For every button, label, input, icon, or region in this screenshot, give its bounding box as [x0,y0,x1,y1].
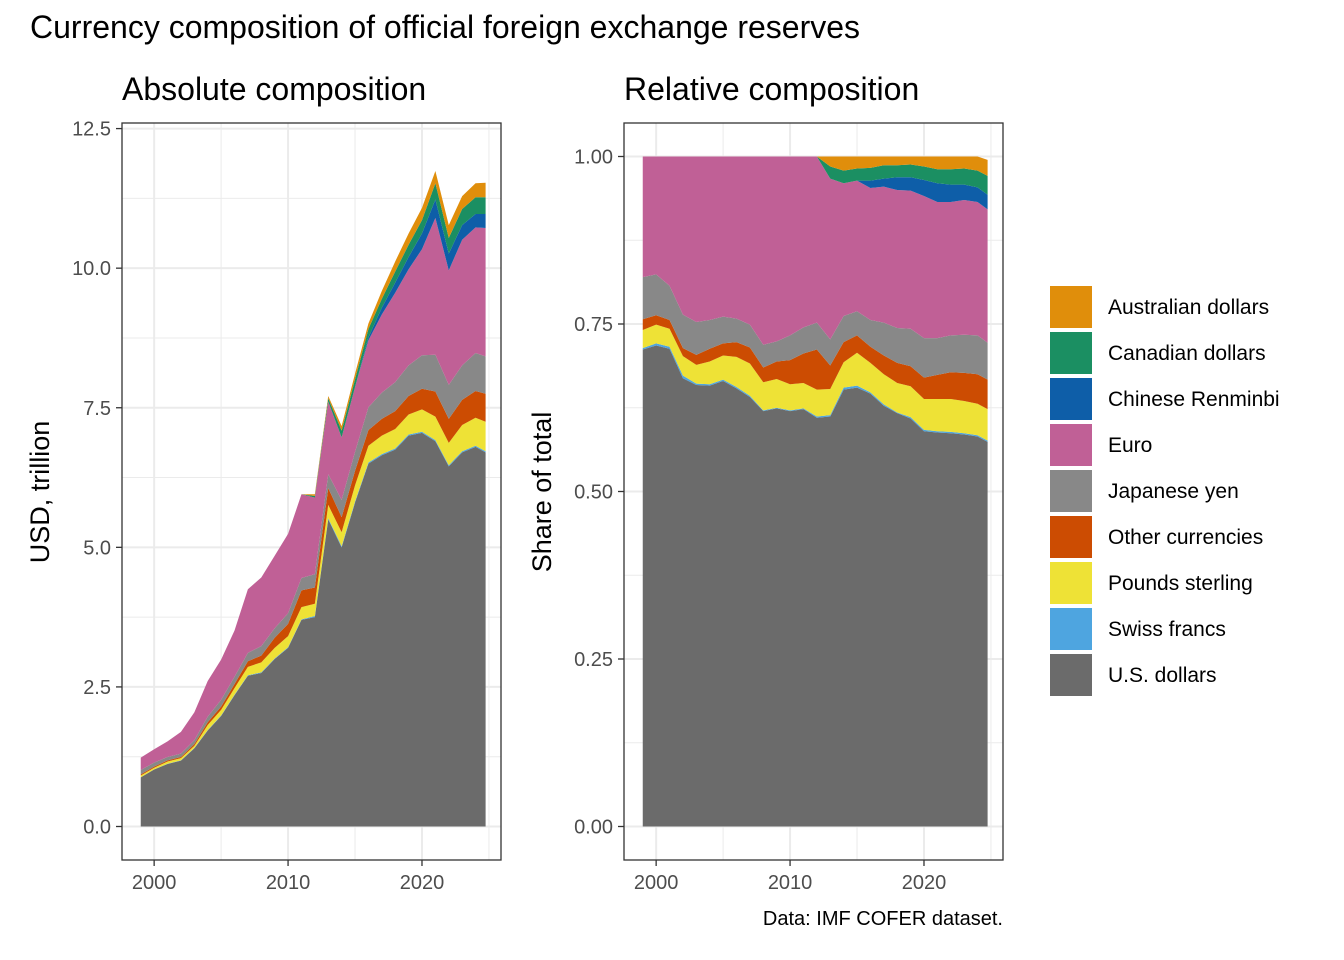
x-tick-label: 2000 [634,872,679,894]
chart-caption: Data: IMF COFER dataset. [763,908,1003,930]
y-tick-label: 2.5 [83,677,111,699]
legend-swatch [1050,562,1092,604]
panel-title-absolute: Absolute composition [122,71,426,107]
legend-item-euro: Euro [1050,424,1152,466]
y-tick-label: 5.0 [83,537,111,559]
y-tick-label: 0.00 [574,817,613,839]
legend-item-australian-dollars: Australian dollars [1050,286,1269,328]
legend-swatch [1050,286,1092,328]
legend-label: Other currencies [1108,526,1263,549]
plot-panel-absolute: 0.0 2.5 5.0 7.5 10.0 12.5 2000 2010 2020 [72,119,501,894]
y-tick-label: 0.50 [574,482,613,504]
legend-swatch [1050,654,1092,696]
legend-label: Australian dollars [1108,296,1269,319]
legend-label: Chinese Renminbi [1108,388,1280,411]
legend-swatch [1050,424,1092,466]
panel-title-relative: Relative composition [624,71,919,107]
legend-label: Euro [1108,434,1152,457]
legend-swatch [1050,332,1092,374]
legend-item-pounds-sterling: Pounds sterling [1050,562,1253,604]
legend-item-chinese-renminbi: Chinese Renminbi [1050,378,1280,420]
x-tick-label: 2010 [266,872,311,894]
plot-panel-relative: 0.00 0.25 0.50 0.75 1.00 2000 2010 2020 [574,123,1003,894]
x-tick-label: 2020 [902,872,947,894]
legend-swatch [1050,470,1092,512]
y-tick-label: 7.5 [83,398,111,420]
x-tick-label: 2000 [132,872,177,894]
legend-label: Japanese yen [1108,480,1239,503]
y-tick-label: 10.0 [72,258,111,280]
legend-label: Swiss francs [1108,618,1226,641]
legend-label: Pounds sterling [1108,572,1253,595]
x-tick-label: 2010 [768,872,813,894]
legend-item-japanese-yen: Japanese yen [1050,470,1239,512]
legend-label: U.S. dollars [1108,664,1217,687]
legend-swatch [1050,378,1092,420]
y-tick-label: 12.5 [72,119,111,141]
y-tick-label: 0.0 [83,817,111,839]
legend: Australian dollars Canadian dollars Chines… [1050,286,1280,696]
chart-main-title: Currency composition of official foreign… [30,9,860,45]
legend-item-u-s-dollars: U.S. dollars [1050,654,1217,696]
y-tick-label: 1.00 [574,147,613,169]
y-axis-title-relative: Share of total [527,412,557,573]
legend-item-other-currencies: Other currencies [1050,516,1263,558]
x-tick-label: 2020 [400,872,445,894]
legend-item-swiss-francs: Swiss francs [1050,608,1226,650]
y-tick-label: 0.25 [574,649,613,671]
legend-label: Canadian dollars [1108,342,1266,365]
legend-swatch [1050,608,1092,650]
y-tick-label: 0.75 [574,314,613,336]
y-axis-title-absolute: USD, trillion [25,421,55,564]
legend-item-canadian-dollars: Canadian dollars [1050,332,1266,374]
legend-swatch [1050,516,1092,558]
